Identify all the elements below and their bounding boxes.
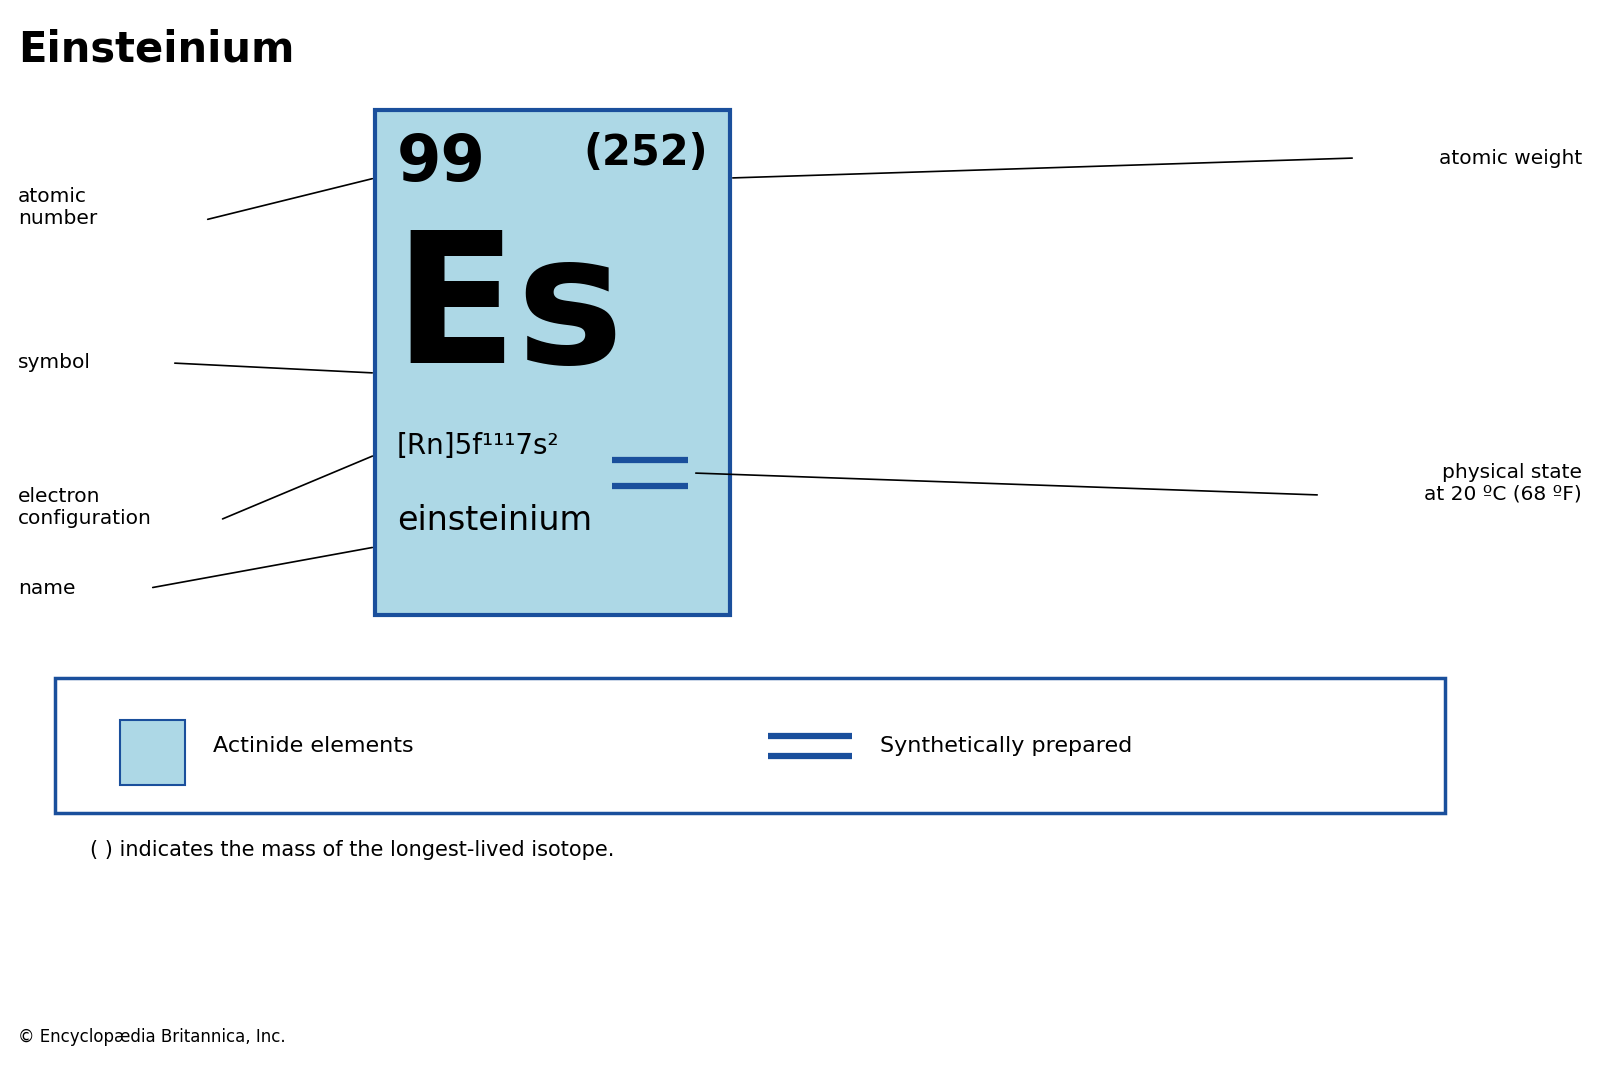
Text: name: name (18, 579, 75, 597)
Text: Actinide elements: Actinide elements (213, 736, 414, 755)
Text: (252): (252) (584, 132, 707, 174)
Text: Einsteinium: Einsteinium (18, 28, 294, 70)
Text: electron
configuration: electron configuration (18, 487, 152, 529)
Text: Synthetically prepared: Synthetically prepared (880, 736, 1133, 755)
Bar (54, 678, 1445, 813)
Text: einsteinium: einsteinium (397, 504, 592, 537)
Bar (120, 720, 186, 785)
Text: atomic weight: atomic weight (1438, 148, 1582, 168)
Text: [Rn]5f¹¹¹7s²: [Rn]5f¹¹¹7s² (397, 431, 560, 460)
Text: © Encyclopædia Britannica, Inc.: © Encyclopædia Britannica, Inc. (18, 1028, 286, 1046)
Text: physical state
at 20 ºC (68 ºF): physical state at 20 ºC (68 ºF) (1424, 462, 1582, 503)
Text: 99: 99 (397, 132, 486, 194)
Bar (374, 110, 730, 615)
Text: Es: Es (394, 225, 624, 400)
Text: atomic
number: atomic number (18, 188, 98, 229)
Text: symbol: symbol (18, 354, 91, 373)
Text: ( ) indicates the mass of the longest-lived isotope.: ( ) indicates the mass of the longest-li… (90, 841, 614, 860)
